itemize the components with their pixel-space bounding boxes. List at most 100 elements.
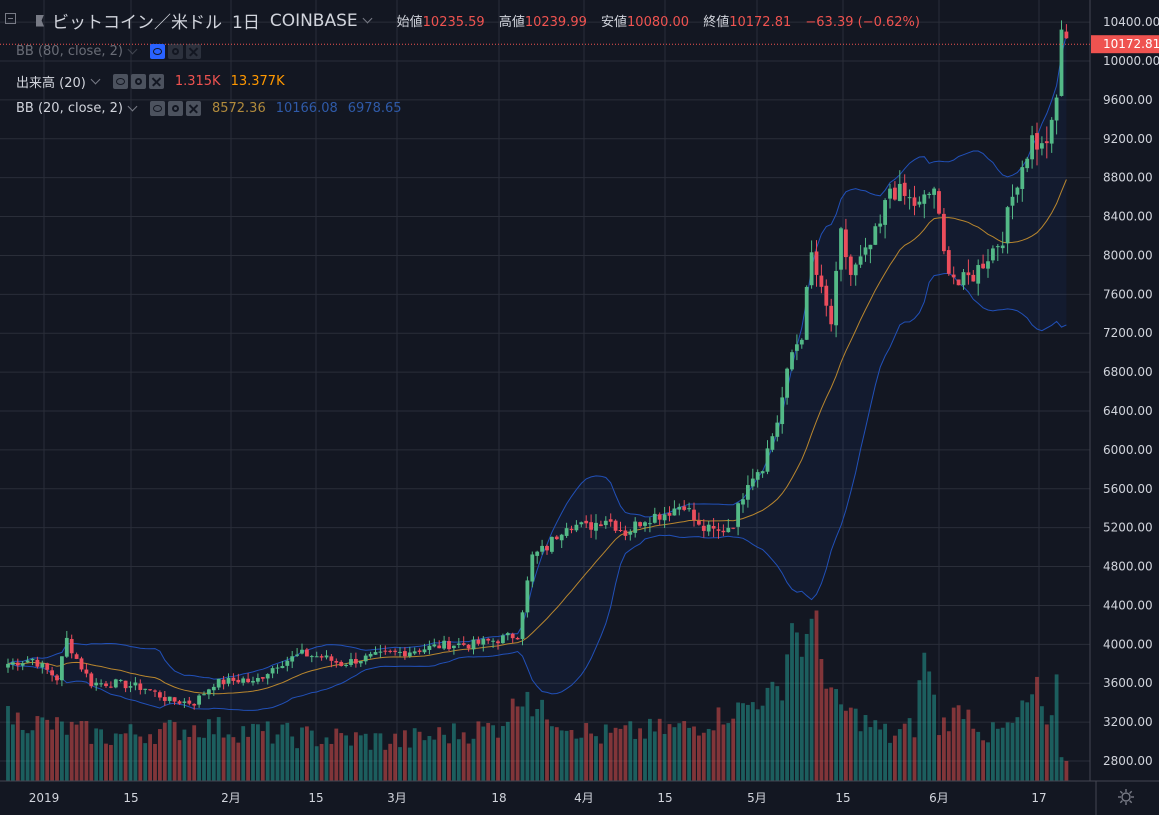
candle-body bbox=[701, 525, 706, 531]
candle-body bbox=[447, 641, 451, 650]
eye-icon[interactable] bbox=[149, 101, 165, 116]
candle-body bbox=[721, 530, 726, 533]
candle-body bbox=[329, 656, 334, 661]
chevron-down-icon[interactable] bbox=[127, 101, 138, 112]
volume-bar bbox=[6, 706, 10, 781]
candle-body bbox=[486, 638, 491, 641]
candle-body bbox=[1015, 187, 1020, 195]
indicator-volume[interactable]: 出来高 (20) 1.315K 13.377K bbox=[16, 72, 285, 91]
volume-bar bbox=[706, 728, 711, 781]
volume-bar bbox=[687, 727, 691, 781]
candle-body bbox=[633, 521, 638, 533]
volume-bar bbox=[1015, 717, 1020, 781]
candle-body bbox=[305, 649, 309, 657]
candle-body bbox=[981, 263, 985, 269]
volume-bar bbox=[966, 709, 971, 781]
volume-bar bbox=[608, 732, 613, 781]
volume-bar bbox=[148, 734, 152, 781]
close-icon[interactable] bbox=[185, 101, 201, 116]
candle-body bbox=[109, 686, 113, 688]
volume-bar bbox=[731, 718, 736, 781]
candle-body bbox=[937, 191, 941, 214]
volume-bar bbox=[834, 689, 838, 781]
volume-bar bbox=[221, 737, 226, 781]
candle-body bbox=[682, 506, 687, 510]
eye-icon[interactable] bbox=[112, 74, 128, 89]
volume-bar bbox=[1054, 674, 1059, 781]
volume-bar bbox=[623, 725, 628, 781]
collapse-legend-icon[interactable] bbox=[5, 13, 16, 24]
chevron-down-icon[interactable] bbox=[90, 74, 101, 85]
gear-icon[interactable] bbox=[130, 74, 146, 89]
volume-bar bbox=[1010, 722, 1015, 781]
candle-body bbox=[432, 644, 437, 647]
volume-bar bbox=[197, 737, 201, 781]
hidden-eye-icon[interactable] bbox=[149, 44, 165, 59]
volume-bar bbox=[1005, 722, 1010, 781]
candle-body bbox=[540, 545, 544, 552]
volume-bar bbox=[40, 717, 45, 781]
chevron-down-icon[interactable] bbox=[362, 13, 373, 24]
volume-bar bbox=[824, 688, 829, 781]
candle-body bbox=[319, 656, 324, 658]
candle-body bbox=[251, 680, 255, 683]
close-icon[interactable] bbox=[185, 44, 201, 59]
price-tick-label: 5600.00 bbox=[1103, 482, 1153, 496]
price-tick-label: 9200.00 bbox=[1103, 132, 1153, 146]
candle-body bbox=[383, 650, 388, 652]
candle-body bbox=[172, 697, 177, 702]
candle-body bbox=[584, 520, 589, 524]
symbol-title[interactable]: ビットコイン／米ドル bbox=[52, 13, 222, 33]
high-value: 10239.99 bbox=[524, 15, 587, 30]
indicator-bb80[interactable]: BB (80, close, 2) bbox=[16, 44, 204, 59]
volume-name[interactable]: 出来高 (20) bbox=[16, 76, 86, 91]
flag-icon[interactable] bbox=[36, 14, 44, 27]
candle-body bbox=[760, 471, 765, 474]
volume-bar bbox=[1064, 760, 1069, 781]
candle-body bbox=[814, 251, 819, 275]
volume-bar bbox=[780, 700, 785, 781]
candle-body bbox=[236, 679, 241, 683]
chevron-down-icon[interactable] bbox=[127, 44, 138, 55]
settings-gear-icon[interactable] bbox=[1117, 788, 1135, 806]
interval-label[interactable]: 1日 bbox=[232, 13, 260, 33]
candle-body bbox=[74, 654, 79, 659]
gear-icon[interactable] bbox=[167, 101, 183, 116]
candle-body bbox=[515, 637, 520, 640]
volume-bar bbox=[133, 734, 138, 781]
volume-bar bbox=[682, 721, 687, 781]
candle-body bbox=[368, 653, 373, 657]
volume-bar bbox=[701, 732, 706, 781]
volume-bar bbox=[30, 730, 35, 781]
candle-body bbox=[564, 528, 569, 536]
gear-icon[interactable] bbox=[167, 44, 183, 59]
candle-body bbox=[746, 485, 750, 500]
bb-band-fill bbox=[8, 34, 1067, 711]
candle-body bbox=[858, 256, 863, 265]
chart-legend: ビットコイン／米ドル 1日 COINBASE 始値10235.59 高値1023… bbox=[0, 0, 1090, 130]
volume-bar bbox=[981, 740, 985, 781]
bb80-name[interactable]: BB (80, close, 2) bbox=[16, 44, 123, 59]
volume-bar bbox=[50, 729, 54, 781]
volume-bar bbox=[422, 740, 427, 781]
candle-body bbox=[334, 661, 339, 663]
price-tick-label: 9600.00 bbox=[1103, 93, 1153, 107]
indicator-bb20[interactable]: BB (20, close, 2) 8572.36 10166.08 6978.… bbox=[16, 101, 402, 116]
candle-body bbox=[736, 503, 740, 527]
candle-body bbox=[795, 344, 799, 351]
candle-body bbox=[60, 656, 64, 681]
last-price-label: 10172.81 bbox=[1103, 37, 1159, 51]
volume-bar bbox=[991, 722, 995, 781]
candle-body bbox=[755, 472, 760, 480]
close-icon[interactable] bbox=[148, 74, 164, 89]
bb20-name[interactable]: BB (20, close, 2) bbox=[16, 101, 123, 116]
candle-body bbox=[897, 183, 902, 202]
volume-bar bbox=[839, 704, 843, 781]
exchange-label[interactable]: COINBASE bbox=[269, 10, 358, 31]
close-value: 10172.81 bbox=[729, 15, 792, 30]
candle-body bbox=[373, 652, 378, 655]
volume-bar bbox=[89, 743, 94, 781]
volume-bar bbox=[667, 724, 672, 781]
volume-bar bbox=[60, 721, 64, 781]
